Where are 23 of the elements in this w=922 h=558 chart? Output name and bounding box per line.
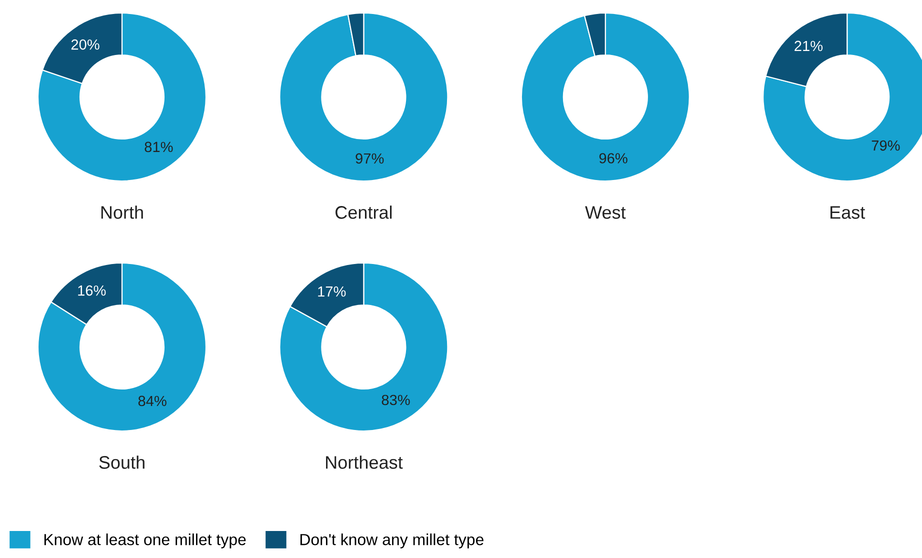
- data-label: 84%: [138, 396, 166, 406]
- data-label: 97%: [356, 153, 384, 164]
- data-label: 17%: [318, 286, 346, 297]
- data-label: 83%: [382, 394, 410, 406]
- donut-slice: [279, 12, 448, 182]
- text: East: [830, 206, 866, 219]
- text: South: [99, 456, 144, 469]
- data-label: 21%: [794, 40, 823, 52]
- legend-label: Don't know any millet type: [300, 533, 484, 548]
- data-label: 79%: [872, 140, 900, 151]
- text: Northeast: [326, 456, 403, 469]
- text: West: [585, 206, 626, 219]
- legend-label: Know at least one millet type: [44, 533, 246, 548]
- text: Central: [336, 206, 392, 219]
- donut-slice: [279, 262, 448, 432]
- data-label: 81%: [144, 142, 173, 152]
- data-label: 16%: [78, 285, 106, 296]
- donut-slice: [520, 12, 690, 182]
- donut-slice: [37, 262, 207, 432]
- text: North: [101, 206, 143, 219]
- data-label: 20%: [71, 39, 100, 50]
- data-label: 96%: [599, 153, 628, 164]
- donut-slice: [37, 12, 207, 182]
